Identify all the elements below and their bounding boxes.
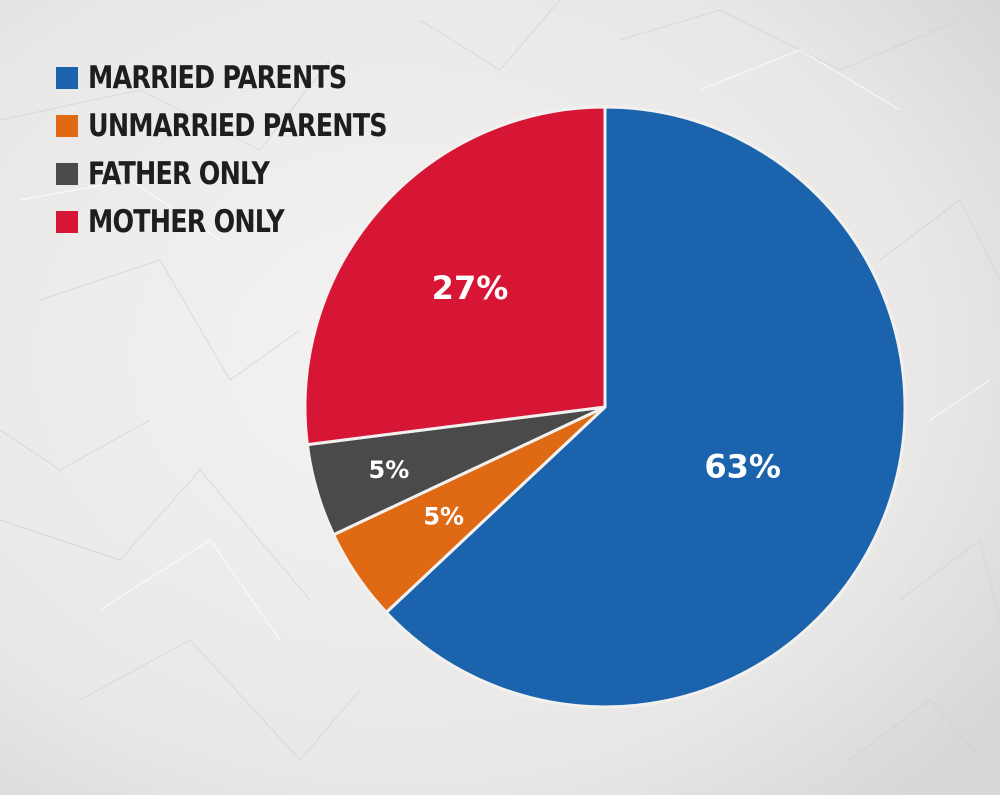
legend-swatch-father-only [56, 163, 78, 185]
pie-data-labels: 63% 5% 5% 27% [369, 269, 781, 531]
legend-swatch-unmarried-parents [56, 115, 78, 137]
legend-label-married-parents: MARRIED PARENTS [88, 60, 347, 96]
legend-label-unmarried-parents: UNMARRIED PARENTS [88, 108, 388, 144]
pie-slice-mother-only [303, 105, 607, 447]
legend-label-father-only: FATHER ONLY [88, 156, 270, 192]
data-label-mother-only: 27% [432, 269, 509, 307]
pie-slices [303, 105, 907, 709]
legend-item-mother-only: MOTHER ONLY [56, 198, 452, 246]
legend-swatch-married-parents [56, 67, 78, 89]
chart-legend: MARRIED PARENTS UNMARRIED PARENTS FATHER… [56, 54, 452, 246]
legend-item-father-only: FATHER ONLY [56, 150, 452, 198]
pie-slice-married-parents [384, 105, 907, 709]
legend-label-mother-only: MOTHER ONLY [88, 204, 285, 240]
legend-item-married-parents: MARRIED PARENTS [56, 54, 452, 102]
legend-item-unmarried-parents: UNMARRIED PARENTS [56, 102, 452, 150]
legend-swatch-mother-only [56, 211, 78, 233]
data-label-unmarried-parents: 5% [423, 503, 464, 531]
data-label-father-only: 5% [369, 456, 410, 484]
data-label-married-parents: 63% [704, 448, 781, 486]
